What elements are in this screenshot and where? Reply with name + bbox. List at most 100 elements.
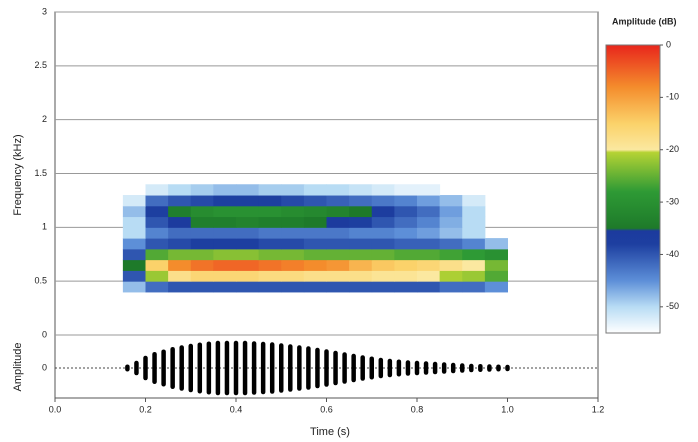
- spectrogram-cell: [394, 205, 418, 218]
- spectrogram-cell: [326, 248, 350, 261]
- spectrogram-cell: [168, 259, 192, 271]
- spectrogram-cell: [439, 227, 463, 239]
- spectrogram-cell: [303, 184, 327, 196]
- y-tick-label: 2: [42, 114, 47, 124]
- spectrogram-cell: [439, 281, 463, 293]
- spectrogram-cell: [417, 205, 441, 218]
- spectrogram-cell: [168, 227, 192, 239]
- spectrogram-cell: [417, 270, 441, 282]
- spectrogram-cell: [462, 195, 486, 207]
- spectrogram-cell: [122, 216, 146, 228]
- spectrogram-cell: [145, 227, 169, 239]
- spectrogram-cell: [258, 248, 282, 261]
- spectrogram-cell: [236, 216, 260, 228]
- spectrogram-cell: [168, 184, 192, 196]
- spectrogram-cell: [326, 184, 350, 196]
- spectrogram-cell: [303, 248, 327, 261]
- spectrogram-cell: [122, 248, 146, 261]
- spectrogram-cell: [462, 281, 486, 293]
- spectrogram-cell: [303, 259, 327, 271]
- spectrogram-cell: [281, 281, 305, 293]
- spectrogram-cell: [484, 270, 508, 282]
- colorbar-tick-label: -50: [666, 301, 679, 311]
- spectrogram-cell: [439, 248, 463, 261]
- spectrogram-cell: [122, 238, 146, 250]
- spectrogram-cell: [122, 259, 146, 271]
- spectrogram-cell: [213, 270, 237, 282]
- spectrogram-cell: [236, 281, 260, 293]
- colorbar-tick-label: -30: [666, 196, 679, 206]
- spectrogram-cell: [213, 248, 237, 261]
- x-tick-label: 1.2: [592, 404, 605, 414]
- spectrogram-cell: [371, 270, 395, 282]
- spectrogram-cell: [168, 248, 192, 261]
- colorbar: [605, 44, 661, 334]
- spectrogram-cell: [394, 184, 418, 196]
- spectrogram-cell: [168, 281, 192, 293]
- spectrogram-cell: [417, 227, 441, 239]
- spectrogram-cell: [145, 259, 169, 271]
- spectrogram-cell: [122, 195, 146, 207]
- spectrogram-cell: [281, 205, 305, 218]
- spectrogram-cell: [371, 281, 395, 293]
- spectrogram-cell: [417, 259, 441, 271]
- spectrogram-cell: [326, 238, 350, 250]
- spectrogram-cell: [190, 238, 214, 250]
- spectrogram-cell: [281, 195, 305, 207]
- spectrogram-cell: [258, 195, 282, 207]
- spectrogram-cell: [281, 270, 305, 282]
- spectrogram-cell: [349, 248, 373, 261]
- y-tick-label: 0: [42, 329, 47, 339]
- spectrogram-cell: [371, 248, 395, 261]
- y-tick-label: 1: [42, 222, 47, 232]
- spectrogram-cell: [326, 281, 350, 293]
- spectrogram-cell: [371, 195, 395, 207]
- waveform-axis-label: Amplitude: [12, 343, 24, 392]
- x-tick-label: 0.2: [139, 404, 152, 414]
- spectrogram-cell: [417, 184, 441, 196]
- spectrogram-cell: [190, 216, 214, 228]
- spectrogram-cell: [236, 205, 260, 218]
- spectrogram-cell: [145, 281, 169, 293]
- spectrogram-cell: [394, 238, 418, 250]
- spectrogram-cell: [168, 270, 192, 282]
- spectrogram-cell: [484, 281, 508, 293]
- spectrogram-cell: [281, 184, 305, 196]
- colorbar-label: Amplitude (dB): [612, 16, 677, 26]
- spectrogram-cell: [281, 227, 305, 239]
- colorbar-tick-label: -20: [666, 144, 679, 154]
- spectrogram-cell: [236, 227, 260, 239]
- spectrogram-cell: [417, 195, 441, 207]
- spectrogram-cell: [258, 216, 282, 228]
- x-tick-label: 1.0: [501, 404, 514, 414]
- spectrogram-cell: [190, 270, 214, 282]
- waveform-tick-label: 0: [42, 362, 47, 372]
- spectrogram-cell: [394, 216, 418, 228]
- spectrogram-cell: [258, 184, 282, 196]
- spectrogram-cell: [462, 248, 486, 261]
- spectrogram-cell: [326, 195, 350, 207]
- spectrogram-cell: [371, 238, 395, 250]
- spectrogram-cell: [394, 195, 418, 207]
- spectrogram-cell: [394, 270, 418, 282]
- spectrogram-cell: [258, 259, 282, 271]
- spectrogram-cell: [371, 259, 395, 271]
- spectrogram-cell: [236, 184, 260, 196]
- y-tick-label: 3: [42, 6, 47, 16]
- spectrogram-cell: [122, 227, 146, 239]
- spectrogram-cell: [349, 216, 373, 228]
- spectrogram-cell: [213, 184, 237, 196]
- spectrogram-cell: [168, 205, 192, 218]
- spectrogram-cell: [258, 205, 282, 218]
- spectrogram-cell: [168, 216, 192, 228]
- spectrogram-cell: [303, 195, 327, 207]
- spectrogram-cell: [145, 184, 169, 196]
- spectrogram-cell: [349, 270, 373, 282]
- spectrogram-cell: [417, 248, 441, 261]
- spectrogram-cell: [349, 281, 373, 293]
- spectrogram-cell: [213, 195, 237, 207]
- spectrogram-cell: [326, 205, 350, 218]
- spectrogram-cell: [145, 238, 169, 250]
- spectrogram-cell: [484, 248, 508, 261]
- spectrogram-cell: [439, 238, 463, 250]
